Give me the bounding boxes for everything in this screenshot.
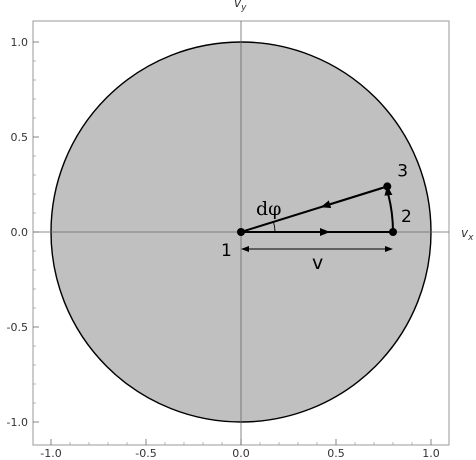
points: 1 2 3 (221, 161, 412, 261)
point-label-1: 1 (221, 241, 232, 261)
y-axis-ticks: 1.0 0.5 0.0 -0.5 -1.0 (7, 36, 39, 429)
x-axis-label: vx (461, 226, 474, 243)
x-tick-label: -1.0 (40, 447, 61, 460)
point-label-2: 2 (401, 207, 412, 227)
x-tick-label: 0.5 (327, 447, 345, 460)
x-tick-label: -0.5 (135, 447, 156, 460)
x-tick-label: 0.0 (232, 447, 250, 460)
length-label-v: v (312, 252, 323, 274)
vector-3-to-1-arrowhead (320, 185, 388, 209)
vectors (240, 185, 394, 252)
point-2 (389, 228, 397, 236)
point-label-3: 3 (397, 161, 408, 181)
x-axis-ticks: -1.0 -0.5 0.0 0.5 1.0 (40, 439, 440, 460)
y-tick-label: 1.0 (11, 36, 29, 49)
y-tick-label: -0.5 (7, 321, 28, 334)
angle-label-dphi: dφ (256, 198, 281, 220)
point-1 (237, 228, 245, 236)
x-tick-label: 1.0 (422, 447, 440, 460)
angle-dphi-arc (273, 221, 276, 233)
y-tick-label: 0.0 (11, 226, 29, 239)
y-tick-label: 0.5 (11, 131, 29, 144)
y-tick-label: -1.0 (7, 416, 28, 429)
point-3 (383, 182, 392, 191)
y-axis-label: vy (234, 0, 247, 13)
